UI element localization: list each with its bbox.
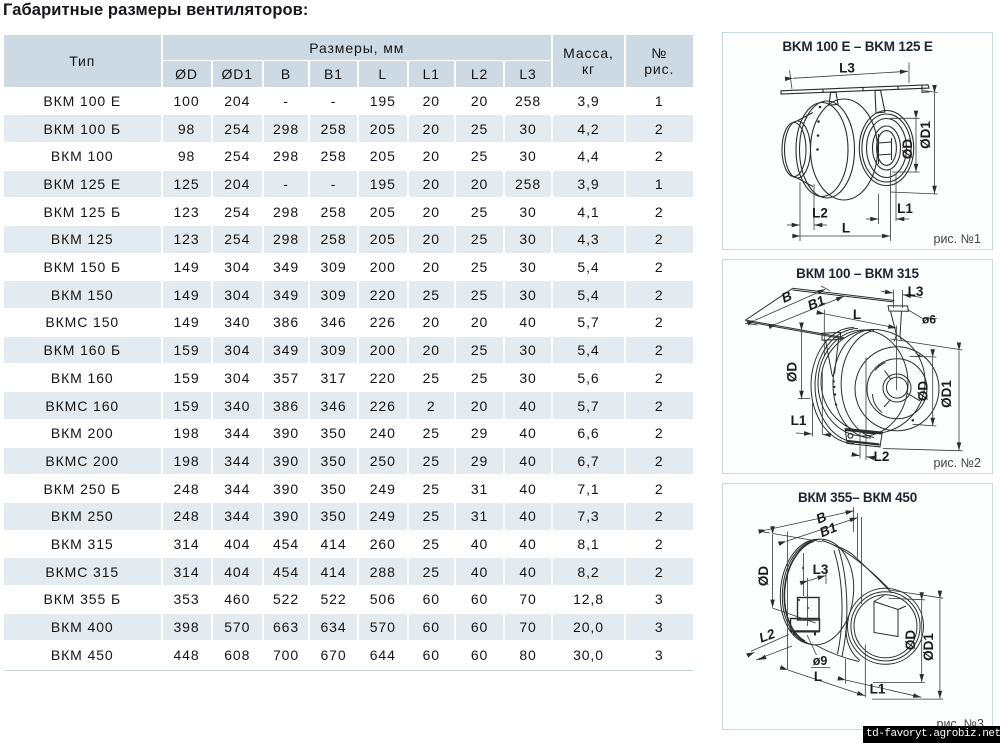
svg-text:L1: L1 <box>791 413 807 428</box>
svg-text:L: L <box>842 221 850 236</box>
svg-text:ø6: ø6 <box>922 313 936 327</box>
svg-text:L: L <box>853 307 861 322</box>
svg-text:L2: L2 <box>812 206 828 221</box>
svg-text:ØD: ØD <box>756 566 771 587</box>
svg-text:L3: L3 <box>908 284 924 299</box>
svg-text:L1: L1 <box>870 682 886 697</box>
svg-text:ØD1: ØD1 <box>918 121 933 149</box>
svg-text:L2: L2 <box>874 449 890 464</box>
svg-text:ØD1: ØD1 <box>939 380 954 408</box>
svg-text:L1: L1 <box>897 201 913 216</box>
svg-text:L2: L2 <box>757 626 777 646</box>
svg-text:ØD: ØD <box>785 362 800 383</box>
svg-text:B: B <box>779 288 794 306</box>
svg-text:B1: B1 <box>817 520 839 541</box>
svg-text:L3: L3 <box>813 562 829 577</box>
svg-text:ØD: ØD <box>916 381 931 402</box>
svg-text:L3: L3 <box>839 61 855 76</box>
svg-text:ØD: ØD <box>903 630 918 651</box>
svg-text:L: L <box>814 669 822 684</box>
svg-text:ØD: ØD <box>900 139 915 160</box>
svg-text:ø9: ø9 <box>813 654 828 668</box>
svg-text:ØD1: ØD1 <box>921 633 936 661</box>
svg-text:B1: B1 <box>805 293 827 314</box>
